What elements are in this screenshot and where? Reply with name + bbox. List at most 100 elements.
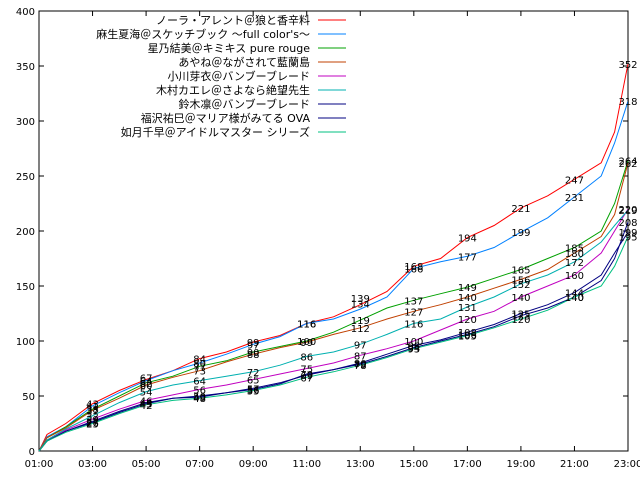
data-label: 199 xyxy=(618,228,637,239)
data-label: 75 xyxy=(300,365,313,376)
legend-label: 福沢祐巳＠マリア様がみてる OVA xyxy=(141,111,311,125)
x-tick-label: 19:00 xyxy=(506,459,535,470)
y-tick-label: 400 xyxy=(16,7,35,18)
y-tick-label: 250 xyxy=(16,172,35,183)
data-label: 172 xyxy=(565,258,584,269)
series-line-4 xyxy=(38,162,629,452)
data-label: 62 xyxy=(140,379,153,390)
data-label: 60 xyxy=(140,381,153,392)
data-label: 48 xyxy=(193,394,206,405)
data-label: 94 xyxy=(407,344,420,355)
data-label: 70 xyxy=(300,370,313,381)
data-label: 199 xyxy=(511,228,530,239)
data-label: 88 xyxy=(247,350,260,361)
data-label: 93 xyxy=(407,345,420,356)
data-label: 100 xyxy=(297,337,316,348)
data-label: 131 xyxy=(458,303,477,314)
data-label: 127 xyxy=(404,307,423,318)
data-label: 156 xyxy=(511,275,530,286)
data-label: 41 xyxy=(86,402,99,413)
data-label: 120 xyxy=(458,315,477,326)
data-label: 37 xyxy=(86,406,99,417)
data-label: 27 xyxy=(86,417,99,428)
data-label: 25 xyxy=(86,420,99,431)
series-line-3 xyxy=(38,160,629,452)
data-label: 116 xyxy=(404,319,423,330)
x-tick-label: 17:00 xyxy=(453,459,482,470)
data-label: 116 xyxy=(297,319,316,330)
data-label: 264 xyxy=(618,157,637,168)
data-label: 194 xyxy=(458,234,477,245)
data-label: 57 xyxy=(247,384,260,395)
data-label: 79 xyxy=(354,360,367,371)
data-label: 140 xyxy=(511,293,530,304)
series-line-1 xyxy=(38,63,629,452)
data-label: 69 xyxy=(300,371,313,382)
data-label: 50 xyxy=(193,392,206,403)
data-label: 90 xyxy=(247,348,260,359)
data-label: 67 xyxy=(300,373,313,384)
data-label: 80 xyxy=(354,359,367,370)
data-label: 140 xyxy=(458,293,477,304)
plot-frame xyxy=(38,10,629,452)
x-tick-label: 15:00 xyxy=(399,459,428,470)
y-tick-label: 50 xyxy=(22,392,35,403)
y-tick-label: 150 xyxy=(16,282,35,293)
data-label: 108 xyxy=(458,328,477,339)
y-tick-label: 350 xyxy=(16,62,35,73)
data-label: 220 xyxy=(618,205,637,216)
data-label: 77 xyxy=(193,362,206,373)
data-label: 46 xyxy=(140,396,153,407)
data-label: 125 xyxy=(511,310,530,321)
data-label: 99 xyxy=(247,338,260,349)
data-label: 78 xyxy=(354,361,367,372)
series-line-7 xyxy=(38,231,629,452)
series-line-6 xyxy=(38,209,629,452)
data-label: 247 xyxy=(565,175,584,186)
data-label: 123 xyxy=(511,312,530,323)
data-label: 137 xyxy=(404,296,423,307)
legend-label: 小川芽衣＠バンブーブレード xyxy=(167,69,310,83)
data-label: 65 xyxy=(247,376,260,387)
data-label: 120 xyxy=(511,315,530,326)
series-line-5 xyxy=(38,208,629,452)
data-label: 97 xyxy=(247,340,260,351)
data-label: 54 xyxy=(140,388,153,399)
legend-label: 星乃結美＠キミキス pure rouge xyxy=(148,41,311,55)
data-label: 100 xyxy=(404,337,423,348)
data-label: 208 xyxy=(618,218,637,229)
y-tick-label: 300 xyxy=(16,117,35,128)
x-tick-label: 05:00 xyxy=(132,459,161,470)
data-label: 221 xyxy=(511,204,530,215)
data-label: 262 xyxy=(618,159,637,170)
data-label: 139 xyxy=(351,294,370,305)
series-line-2 xyxy=(38,101,629,452)
legend-label: 鈴木凛＠バンブーブレード xyxy=(178,97,310,111)
x-tick-label: 09:00 xyxy=(239,459,268,470)
x-tick-label: 07:00 xyxy=(185,459,214,470)
data-label: 140 xyxy=(565,293,584,304)
data-label: 166 xyxy=(404,264,423,275)
data-label: 195 xyxy=(618,233,637,244)
data-label: 87 xyxy=(354,351,367,362)
data-label: 56 xyxy=(247,385,260,396)
data-label: 38 xyxy=(86,405,99,416)
data-label: 97 xyxy=(354,340,367,351)
data-label: 105 xyxy=(458,332,477,343)
data-label: 116 xyxy=(297,319,316,330)
data-label: 32 xyxy=(86,412,99,423)
data-label: 64 xyxy=(140,377,153,388)
data-label: 99 xyxy=(300,338,313,349)
data-label: 140 xyxy=(565,293,584,304)
series-layer xyxy=(38,63,629,452)
data-label: 86 xyxy=(300,352,313,363)
data-label: 64 xyxy=(193,377,206,388)
data-label: 106 xyxy=(458,330,477,341)
data-label: 231 xyxy=(565,193,584,204)
data-label: 134 xyxy=(351,300,370,311)
data-label: 185 xyxy=(565,244,584,255)
data-label: 26 xyxy=(86,418,99,429)
y-tick-label: 100 xyxy=(16,337,35,348)
